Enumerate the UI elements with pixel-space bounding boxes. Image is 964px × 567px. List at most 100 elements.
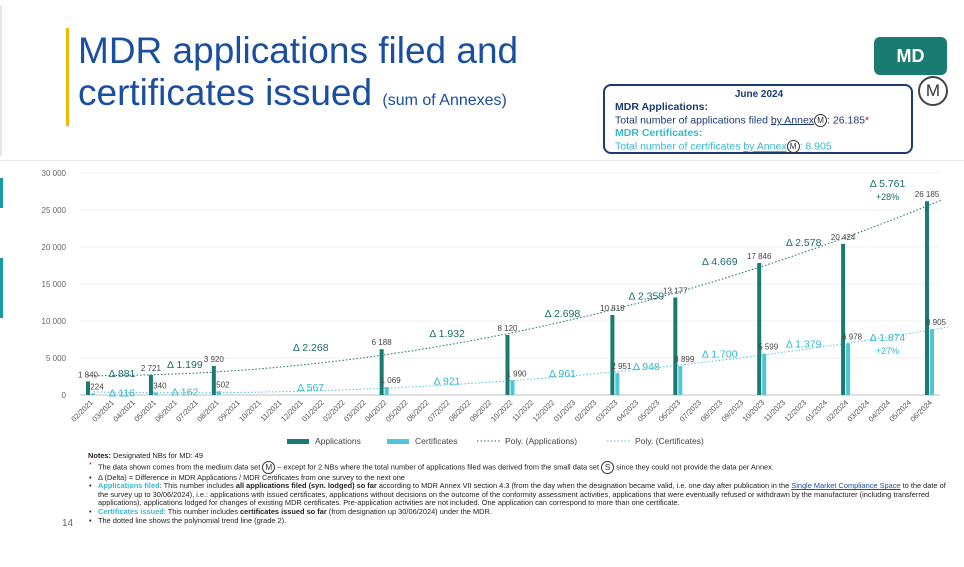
edge-accent-top — [0, 178, 3, 208]
x-tick-label: 03/2022 — [342, 398, 368, 424]
legend-poly-certs-label: Poly. (Certificates) — [635, 436, 704, 446]
certificates-bar — [762, 353, 767, 395]
infobox-certs-link[interactable]: by Annex — [743, 140, 787, 153]
x-tick-label: 08/2023 — [699, 398, 725, 424]
certificates-delta-label: Δ 921 — [434, 375, 461, 387]
infobox-apps-heading: MDR Applications: — [615, 101, 708, 113]
certificates-delta-label: Δ 162 — [171, 386, 198, 398]
certificates-delta-label: Δ 116 — [109, 387, 135, 399]
note-delta: Δ (Delta) = Difference in MDR Applicatio… — [88, 473, 948, 483]
infobox-apps-star: * — [865, 114, 870, 127]
x-tick-label: 03/2024 — [845, 398, 871, 424]
note-certificates: Certificates issued: This number include… — [88, 506, 948, 517]
certificates-delta-percent: +27% — [876, 346, 899, 356]
legend-certificates-label: Certificates — [415, 436, 458, 446]
x-tick-label: 03/2023 — [594, 398, 620, 424]
certificates-value-label: 8 905 — [926, 318, 947, 327]
left-border-line — [0, 6, 2, 156]
legend-poly-apps-label: Poly. (Applications) — [505, 436, 577, 446]
legend-applications-label: Applications — [315, 436, 361, 446]
applications-delta-label: Δ 2.268 — [293, 342, 329, 354]
circled-m-icon: M — [262, 460, 276, 474]
applications-value-label: 2 721 — [141, 364, 162, 373]
x-tick-label: 08/2021 — [195, 398, 221, 424]
x-tick-label: 04/2024 — [866, 398, 892, 424]
x-tick-label: 06/2023 — [657, 398, 683, 424]
title-suffix: (sum of Annexes) — [382, 92, 507, 109]
certificates-value-label: 340 — [153, 381, 167, 390]
x-tick-label: 02/2021 — [69, 398, 95, 424]
applications-bar — [379, 349, 384, 395]
note-bold: all applications filed (syn. lodged) so … — [235, 481, 377, 491]
applications-bar — [925, 201, 930, 395]
title-accent-bar — [66, 28, 69, 126]
certificates-delta-label: Δ 567 — [297, 382, 324, 394]
legend-certificates-swatch — [387, 439, 409, 444]
applications-value-label: 17 846 — [747, 252, 772, 261]
notes-section: Notes: Designated NBs for MD: 49 The dat… — [88, 451, 948, 526]
note-text: to the date of the survey up to 30/06/20… — [98, 481, 946, 508]
summary-infobox: June 2024 MDR Applications: Total number… — [603, 84, 913, 154]
legend-applications-swatch — [287, 439, 309, 444]
x-tick-label: 01/2022 — [300, 398, 326, 424]
x-tick-label: 05/2022 — [384, 398, 410, 424]
applications-delta-label: Δ 881 — [109, 368, 136, 380]
applications-delta-label: Δ 2.698 — [545, 308, 581, 320]
x-tick-label: 09/2023 — [720, 398, 746, 424]
y-tick-label: 20 000 — [42, 243, 67, 252]
md-badge: MD — [874, 37, 947, 75]
certificates-delta-label: Δ 1.379 — [786, 338, 822, 350]
infobox-certs-line: Total number of certificates by Annex M: … — [615, 140, 903, 154]
x-tick-label: 04/2021 — [111, 398, 137, 424]
x-tick-label: 01/2024 — [804, 398, 830, 424]
applications-delta-label: Δ 1.199 — [167, 359, 203, 371]
certificates-trendline — [93, 326, 949, 394]
y-tick-label: 5 000 — [46, 354, 67, 363]
applications-delta-label: Δ 2.359 — [629, 290, 665, 302]
infobox-apps-value: : 26.185 — [827, 114, 865, 127]
applications-bar — [211, 365, 216, 395]
x-tick-label: 05/2021 — [132, 398, 158, 424]
applications-bar — [841, 243, 846, 395]
x-tick-label: 12/2023 — [783, 398, 809, 424]
applications-value-label: 20 424 — [831, 233, 856, 242]
x-tick-label: 01/2023 — [552, 398, 578, 424]
certificates-bar — [90, 393, 95, 395]
x-tick-label: 07/2023 — [678, 398, 704, 424]
applications-delta-label: Δ 2.578 — [786, 237, 822, 249]
certificates-delta-label: Δ 1.700 — [702, 349, 738, 361]
circled-m-icon: M — [814, 114, 828, 127]
certificates-value-label: 502 — [216, 380, 230, 389]
note-applications: Applications filed: This number includes… — [88, 481, 948, 508]
note-trendline: The dotted line shows the polynomial tre… — [88, 516, 948, 526]
medium-dataset-symbol: M — [918, 76, 948, 106]
applications-value-label: 6 188 — [372, 338, 393, 347]
x-tick-label: 05/2024 — [887, 398, 913, 424]
note-text: since they could not provide the data pe… — [614, 462, 774, 472]
x-tick-label: 06/2022 — [405, 398, 431, 424]
y-tick-label: 25 000 — [42, 206, 67, 215]
y-tick-label: 0 — [62, 391, 67, 400]
applications-value-label: 13 177 — [663, 286, 688, 295]
circled-s-icon: S — [601, 460, 615, 474]
smcs-link[interactable]: Single Market Compliance Space — [791, 481, 901, 491]
mdr-chart: 0 5 000 10 000 15 000 20 000 25 000 30 000 02/2… — [42, 169, 949, 446]
certificates-delta-label: Δ 948 — [633, 361, 660, 373]
certificates-bar — [384, 387, 389, 395]
applications-bar — [85, 381, 90, 395]
x-tick-label: 06/2021 — [153, 398, 179, 424]
x-tick-label: 04/2022 — [363, 398, 389, 424]
note-data-source: The data shown comes from the medium dat… — [88, 460, 948, 474]
notes-heading-text: Designated NBs for MD: 49 — [111, 451, 204, 460]
note-text: (from designation up 30/06/2024) under t… — [326, 506, 492, 516]
applications-bar — [757, 262, 762, 395]
certificates-bar — [846, 343, 851, 395]
certificates-delta-label: Δ 961 — [549, 368, 576, 380]
note-text: The data shown comes from the medium dat… — [98, 462, 263, 472]
x-tick-label: 10/2021 — [237, 398, 263, 424]
x-tick-label: 07/2021 — [174, 398, 200, 424]
infobox-apps-link[interactable]: by Annex — [770, 114, 815, 127]
x-tick-label: 12/2021 — [279, 398, 305, 424]
title-line-2: certificates issued (sum of Annexes) — [78, 72, 518, 122]
